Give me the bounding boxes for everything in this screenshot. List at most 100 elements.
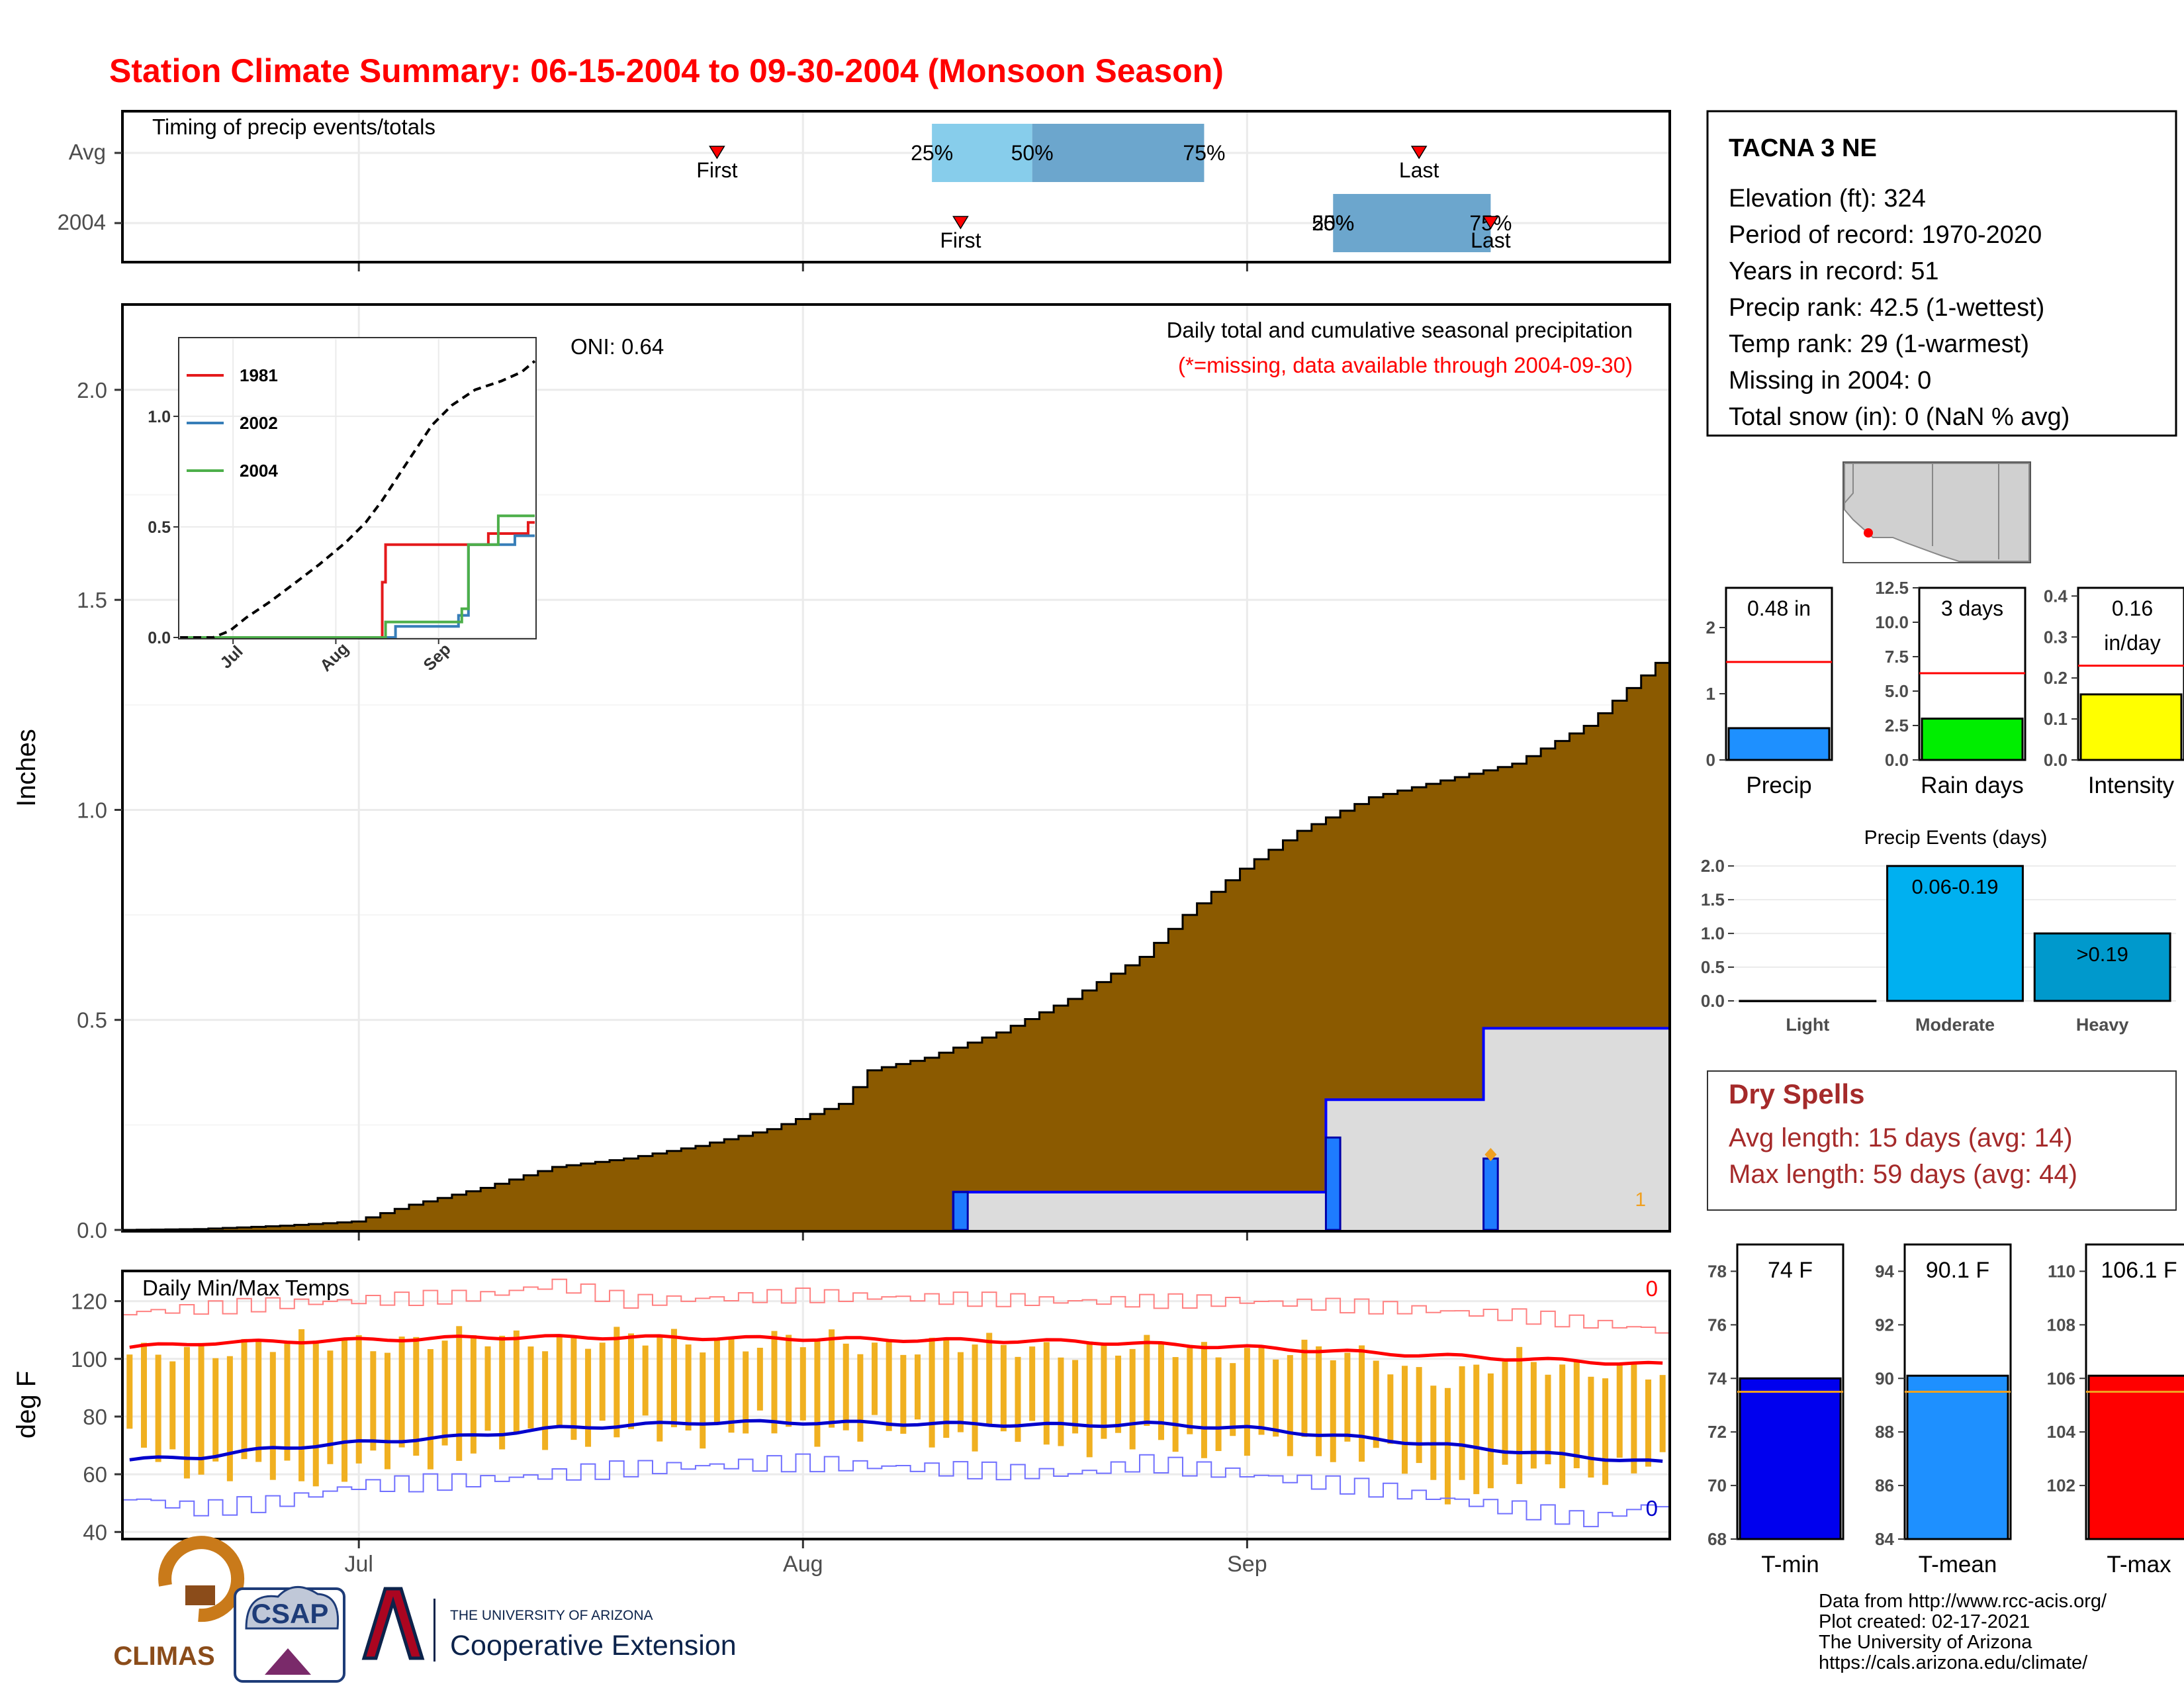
events-bar-label-moderate: 0.06-0.19 [1912,875,1999,898]
temp-day-bar [1645,1379,1652,1467]
precip-sum-y-tick-label: 0.0 [1885,750,1909,770]
temp-day-bar [1244,1348,1250,1456]
y2004-q50-q75-bar [1333,194,1491,252]
inset-frame [178,337,537,639]
temp-day-bar [1316,1346,1322,1456]
precip-sum-value-label-intensity: 0.16 [2112,596,2153,620]
temp-day-bar [1602,1378,1609,1485]
precip-sum-y-tick-label: 12.5 [1875,578,1909,598]
inset-background [179,338,536,639]
temp-y-tick-label: 60 [83,1462,107,1487]
temp-day-bar [1058,1357,1064,1446]
temp-day-bar [298,1329,305,1481]
temp-y-tick-label: 84 [1875,1529,1894,1549]
temp-day-bar [1545,1374,1551,1465]
precip-sum-y-tick-label: 0.3 [2044,627,2068,647]
temp-day-bar [1015,1356,1021,1442]
temp-day-bar [1659,1375,1666,1452]
precip-sum-y-tick-label: 0 [1706,750,1715,770]
temp-day-bar [513,1330,520,1432]
events-y-tick-label: 2.0 [1701,856,1725,876]
temp-y-tick-label: 104 [2047,1422,2076,1442]
temp-x-tick-label-aug: Aug [783,1552,823,1577]
max-daily-marker [1484,1148,1497,1162]
tmax-avg-line [129,1334,1663,1366]
temp-y-tick-label: 100 [71,1347,107,1372]
temp-bar-t-mean [1906,1374,2009,1540]
temp-gridlines [124,1272,1668,1538]
precip-sum-bar-intensity [2079,693,2183,761]
y2004-q50-label: 50% [1312,211,1354,235]
timing-cat-2004: 2004 [58,210,106,234]
cumulative-2004-line [952,1027,1670,1230]
temp-day-bar [670,1329,677,1428]
temp-y-tick-label: 102 [2047,1476,2075,1495]
temp-y-tick-label: 72 [1707,1422,1727,1442]
temp-day-bar [484,1346,491,1431]
temp-y-tick-label: 78 [1707,1261,1727,1281]
temp-day-bar [1459,1366,1465,1480]
events-bars: 0.0 0.5 1.0 1.5 2.0 Light 0.06-0.19 Moderate >0.… [1701,856,2176,1035]
precip-panel: 0.0 0.5 1.0 1.5 2.0 Inches Daily total and c… [12,303,1671,1243]
temp-day-bar [169,1361,176,1450]
precip-sum-y-tick-label: 0.0 [2044,750,2068,770]
station-years: Years in record: 51 [1729,258,1939,285]
inset-line-2004 [180,514,535,639]
temp-day-bar [1072,1360,1079,1434]
climas-logo: CLIMAS [113,1536,245,1671]
temp-day-bar [1430,1385,1437,1480]
tmin-record-line [122,1453,1670,1528]
inset-legend: 1981 2002 2004 [187,365,278,481]
ua-logo-bottom-text: Cooperative Extension [450,1630,737,1662]
temp-day-bar [1187,1348,1193,1434]
temp-y-tick-label: 86 [1875,1476,1894,1495]
precip-sum-category-intensity: Intensity [2088,773,2175,798]
footer-data-source: Data from http://www.rcc-acis.org/ [1819,1591,2107,1612]
inset-y-tick-label: 0.5 [148,518,171,537]
temp-day-bar [1387,1374,1394,1444]
temp-panel: 40 60 80 100 120 Daily Min/Max Temps 0 0 deg… [12,1270,1671,1577]
precip-sum-y-tick-label: 2.5 [1885,716,1909,735]
footer-credits: Data from http://www.rcc-acis.org/ Plot … [1819,1591,2107,1673]
temp-day-bar [857,1354,864,1442]
precip-sum-category-rain-days: Rain days [1921,773,2024,798]
ua-logo-top-text: THE UNIVERSITY OF ARIZONA [450,1608,653,1623]
inset-y-tick-label: 1.0 [148,408,171,426]
avg-q50-q75-bar [1032,124,1205,182]
precip-sum-y-tick-label: 2 [1706,618,1715,637]
precip-sum-y-tick-label: 0.4 [2044,586,2068,606]
temp-x-axis: Jul Aug Sep [344,1540,1267,1577]
precip-sum-y-tick-label: 0.2 [2044,668,2068,688]
precip-frame [121,303,1671,1233]
temp-frame [121,1270,1671,1540]
temp-day-bar [1158,1344,1164,1440]
precip-sum-value-label-intensity: in/day [2104,631,2160,655]
temp-day-bar [1344,1352,1351,1442]
temp-day-bar [1487,1373,1494,1489]
temp-category-t-mean: T-mean [1919,1552,1997,1577]
temp-day-bar [657,1336,663,1442]
oni-label: ONI: 0.64 [570,334,664,359]
csap-logo-cloud [245,1585,340,1630]
temp-value-label-t-min: 74 F [1768,1258,1813,1283]
station-snow: Total snow (in): 0 (NaN % avg) [1729,403,2070,431]
temp-day-bar [814,1338,821,1447]
timing-cat-avg: Avg [69,140,106,164]
temp-day-bar [1086,1343,1093,1458]
temp-category-t-max: T-max [2107,1552,2171,1577]
daily-precip-bar-09-07 [1324,1136,1342,1231]
temp-title: Daily Min/Max Temps [142,1276,349,1300]
temp-day-bar [1502,1361,1508,1465]
events-bar-heavy [2033,932,2171,1002]
temp-day-bar [614,1327,620,1438]
temp-day-bar [1573,1361,1580,1469]
temp-day-bar [628,1333,635,1429]
footer-plot-created: Plot created: 02-17-2021 [1819,1611,2030,1632]
avg-first-marker [709,146,725,160]
temp-day-bar [986,1333,993,1427]
inset-y-tick-label: 0.0 [148,629,171,647]
temp-day-bar [585,1348,592,1447]
temp-y-tick-label: 68 [1707,1529,1727,1549]
temp-day-bar [556,1336,563,1429]
y2004-first-label: First [940,228,981,252]
